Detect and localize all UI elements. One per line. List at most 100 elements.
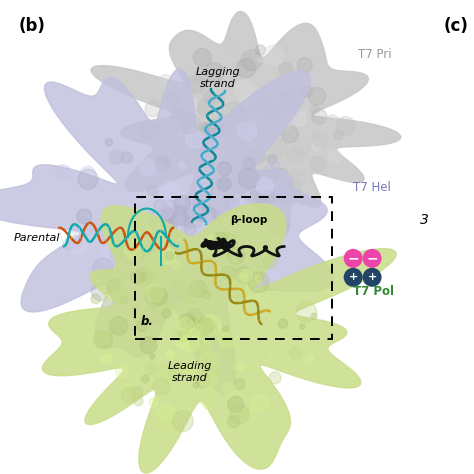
- Text: b.: b.: [141, 316, 154, 328]
- Circle shape: [310, 105, 319, 114]
- Circle shape: [241, 50, 262, 71]
- Circle shape: [287, 147, 304, 164]
- Circle shape: [250, 119, 265, 135]
- Circle shape: [246, 365, 252, 371]
- Circle shape: [135, 268, 153, 286]
- Text: β-loop: β-loop: [230, 215, 267, 226]
- Circle shape: [218, 162, 231, 175]
- Circle shape: [192, 124, 207, 138]
- Circle shape: [258, 275, 264, 281]
- Circle shape: [233, 192, 248, 207]
- Text: −: −: [347, 251, 359, 265]
- Circle shape: [224, 109, 229, 114]
- Circle shape: [187, 318, 194, 324]
- Circle shape: [147, 185, 158, 196]
- Circle shape: [164, 211, 176, 223]
- Circle shape: [179, 162, 185, 169]
- Circle shape: [160, 235, 171, 246]
- Circle shape: [218, 233, 237, 252]
- Circle shape: [112, 270, 124, 282]
- Circle shape: [162, 206, 173, 218]
- Circle shape: [201, 208, 222, 228]
- Circle shape: [201, 373, 217, 389]
- Circle shape: [166, 350, 174, 359]
- Circle shape: [267, 155, 276, 164]
- Circle shape: [168, 141, 187, 159]
- Circle shape: [154, 241, 160, 247]
- Text: T7 Pol: T7 Pol: [353, 285, 394, 298]
- Circle shape: [239, 93, 246, 100]
- Circle shape: [261, 166, 278, 183]
- Circle shape: [290, 96, 296, 102]
- Circle shape: [300, 324, 305, 329]
- Circle shape: [134, 396, 143, 406]
- Circle shape: [255, 275, 263, 283]
- Circle shape: [116, 365, 128, 378]
- Circle shape: [131, 271, 144, 284]
- Circle shape: [257, 57, 263, 63]
- Circle shape: [308, 87, 326, 105]
- Circle shape: [122, 384, 134, 395]
- Circle shape: [255, 45, 265, 55]
- Circle shape: [282, 126, 299, 143]
- Circle shape: [139, 273, 148, 281]
- Circle shape: [216, 153, 228, 166]
- Circle shape: [174, 216, 183, 225]
- Circle shape: [193, 48, 211, 66]
- Circle shape: [151, 208, 166, 223]
- Circle shape: [77, 209, 91, 224]
- Text: −: −: [366, 251, 378, 265]
- Circle shape: [209, 312, 219, 323]
- Circle shape: [194, 323, 210, 338]
- Circle shape: [248, 147, 265, 164]
- Circle shape: [146, 284, 164, 302]
- Circle shape: [200, 268, 204, 273]
- Circle shape: [228, 247, 245, 264]
- Circle shape: [179, 314, 195, 329]
- Circle shape: [217, 130, 231, 145]
- Circle shape: [279, 221, 290, 233]
- Circle shape: [160, 150, 168, 158]
- Circle shape: [204, 63, 224, 82]
- Circle shape: [218, 95, 225, 103]
- Circle shape: [237, 63, 257, 83]
- Circle shape: [233, 270, 243, 279]
- Circle shape: [180, 331, 191, 342]
- Circle shape: [283, 102, 298, 117]
- Circle shape: [222, 102, 243, 123]
- Circle shape: [162, 158, 170, 166]
- Circle shape: [149, 398, 158, 407]
- Circle shape: [250, 82, 268, 100]
- Circle shape: [217, 177, 231, 191]
- Circle shape: [80, 166, 95, 182]
- Circle shape: [223, 82, 231, 90]
- Circle shape: [214, 232, 228, 245]
- Circle shape: [52, 173, 62, 183]
- Circle shape: [279, 63, 293, 76]
- Circle shape: [78, 169, 98, 189]
- Circle shape: [238, 364, 245, 370]
- Circle shape: [188, 309, 203, 324]
- Circle shape: [269, 138, 287, 156]
- Circle shape: [223, 326, 229, 332]
- Circle shape: [158, 74, 173, 89]
- Circle shape: [206, 315, 216, 325]
- Circle shape: [276, 73, 293, 91]
- Circle shape: [125, 241, 143, 259]
- Circle shape: [219, 333, 232, 346]
- Circle shape: [169, 222, 180, 232]
- Circle shape: [197, 318, 214, 335]
- Circle shape: [162, 209, 180, 226]
- Circle shape: [312, 131, 328, 147]
- Circle shape: [186, 235, 193, 242]
- Circle shape: [222, 273, 230, 281]
- Circle shape: [199, 182, 213, 197]
- Circle shape: [171, 107, 183, 120]
- Circle shape: [89, 219, 104, 234]
- Circle shape: [136, 394, 141, 399]
- Circle shape: [115, 245, 131, 262]
- Circle shape: [279, 91, 294, 107]
- Circle shape: [109, 317, 128, 335]
- Circle shape: [289, 111, 294, 116]
- Polygon shape: [91, 11, 401, 237]
